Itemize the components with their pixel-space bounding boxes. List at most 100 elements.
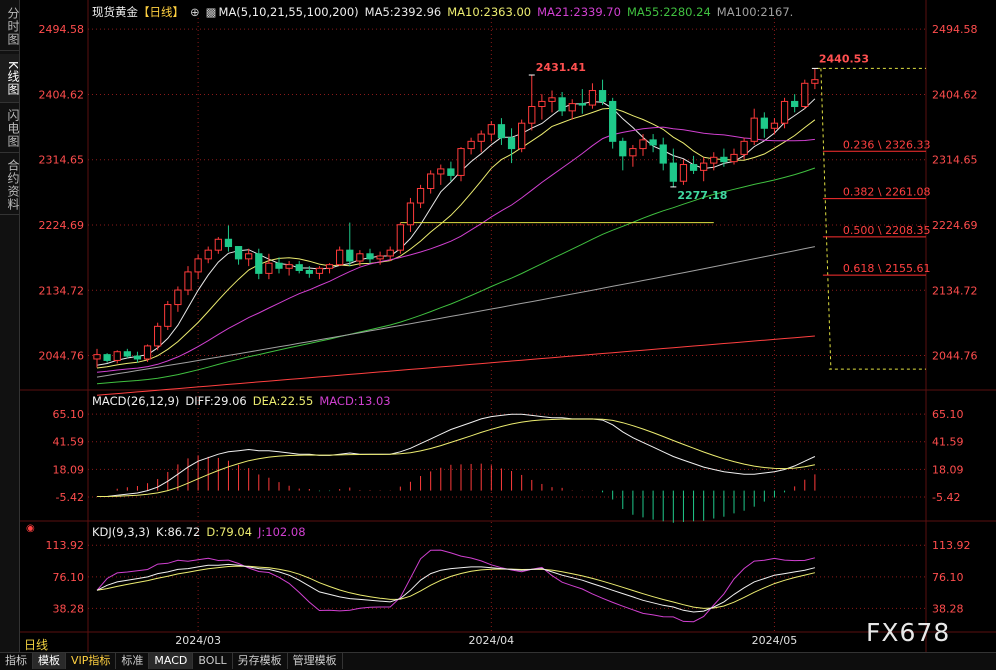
chart-canvas[interactable]: 0.236 \ 2326.33 0.382 \ 2261.08 0.500 \ 22… xyxy=(0,0,996,652)
candle-body xyxy=(578,103,586,106)
period-label[interactable]: 日线 xyxy=(24,638,49,652)
candle-body xyxy=(113,351,121,361)
tab-standard[interactable]: 标准 xyxy=(116,653,150,669)
price-tick-label-right: 2044.76 xyxy=(932,350,978,363)
candle-body xyxy=(143,345,152,360)
kdj-tick-label-left: 76.10 xyxy=(53,571,85,584)
tab-save-template[interactable]: 另存模板 xyxy=(233,653,288,669)
price-tick-label-left: 2314.65 xyxy=(39,154,85,167)
ma-spec: MA(5,10,21,55,100,200) xyxy=(218,5,359,19)
candle-body xyxy=(133,355,142,360)
price-legend: 现货黄金【日线】 ⊕ ▩ MA(5,10,21,55,100,200) MA5:2392… xyxy=(92,4,799,20)
tab-macd[interactable]: MACD xyxy=(149,653,194,669)
tab-contract-info[interactable]: 合约资料 xyxy=(0,156,20,215)
sidebar: 分时图 K线图 闪电图 合约资料 xyxy=(0,0,20,652)
price-tick-label-right: 2314.65 xyxy=(932,154,978,167)
macd-value: MACD:13.03 xyxy=(319,394,391,408)
fib-trend-line xyxy=(820,68,832,370)
candle-body xyxy=(376,255,384,260)
candle-body xyxy=(214,238,222,251)
candle-body xyxy=(457,148,465,176)
candle-body xyxy=(406,202,415,226)
candle-body xyxy=(386,249,394,257)
price-tick-label-left: 2134.72 xyxy=(39,284,85,297)
candle-body xyxy=(518,122,526,150)
candle-body xyxy=(224,238,233,248)
candle-body xyxy=(305,269,313,274)
tab-templates[interactable]: 模板 xyxy=(33,653,66,669)
candle-body xyxy=(760,117,768,129)
settings-dot-icon: ◉ xyxy=(26,523,35,534)
candle-body xyxy=(750,117,758,142)
candle-body xyxy=(659,144,667,164)
candle-body xyxy=(93,354,101,360)
settings-icon[interactable]: ▩ xyxy=(205,5,217,19)
candle-body xyxy=(315,267,324,274)
macd-diff-line xyxy=(97,413,816,497)
candle-body xyxy=(558,97,566,112)
ma10-value: MA10:2363.00 xyxy=(447,5,532,19)
candle-body xyxy=(720,156,728,163)
ma21-line xyxy=(96,126,815,373)
ma5-line xyxy=(96,98,816,366)
price-tick-label-left: 2224.69 xyxy=(39,219,85,232)
kdj-tick-label-right: 113.92 xyxy=(932,539,971,552)
candle-body xyxy=(507,137,516,150)
lock-icon[interactable]: ⊕ xyxy=(190,5,200,19)
price-tick-label-left: 2494.58 xyxy=(39,23,85,36)
tab-intraday[interactable]: 分时图 xyxy=(0,2,20,51)
candle-body xyxy=(234,246,243,260)
candle-body xyxy=(356,253,364,262)
extreme-price-label: 2277.18 xyxy=(677,189,727,202)
fib-level-label: 0.382 \ 2261.08 xyxy=(843,186,931,199)
price-tick-label-right: 2134.72 xyxy=(932,284,978,297)
ma21-value: MA21:2339.70 xyxy=(537,5,621,19)
kdj-d: D:79.04 xyxy=(206,525,253,539)
instrument-title: 现货黄金 xyxy=(92,5,138,19)
macd-tick-label-left: 41.59 xyxy=(53,436,85,449)
candle-body xyxy=(275,262,283,269)
candle-body xyxy=(447,168,455,176)
macd-tick-label-left: 18.09 xyxy=(53,463,85,476)
candle-body xyxy=(548,97,556,102)
candle-body xyxy=(346,249,354,262)
kdj-d-line xyxy=(96,565,816,609)
candle-body xyxy=(679,164,688,182)
candle-body xyxy=(497,124,506,139)
candle-body xyxy=(285,264,293,269)
candle-body xyxy=(629,148,637,157)
kdj-legend: KDJ(9,3,3) K:86.72 D:79.04 J:102.08 xyxy=(92,525,312,539)
candle-body xyxy=(730,153,738,163)
tab-vip-indicators[interactable]: VIP指标 xyxy=(66,653,117,669)
candle-body xyxy=(538,100,546,108)
tab-kline[interactable]: K线图 xyxy=(0,54,20,103)
candle-body xyxy=(366,253,374,260)
candle-body xyxy=(740,140,748,155)
macd-diff: DIFF:29.06 xyxy=(185,394,247,408)
tab-manage-templates[interactable]: 管理模板 xyxy=(288,653,343,669)
candle-body xyxy=(437,168,445,175)
macd-dea-line xyxy=(97,418,815,497)
price-tick-label-left: 2404.62 xyxy=(39,88,85,101)
tab-lightning[interactable]: 闪电图 xyxy=(0,104,20,153)
tab-indicators[interactable]: 指标 xyxy=(0,653,33,669)
candle-body xyxy=(265,262,273,274)
candle-body xyxy=(295,264,303,271)
price-tick-label-right: 2224.69 xyxy=(932,219,978,232)
kdj-j: J:102.08 xyxy=(258,525,306,539)
price-tick-label-right: 2494.58 xyxy=(932,23,978,36)
candle-body xyxy=(477,133,485,142)
ma55-value: MA55:2280.24 xyxy=(626,5,711,19)
candle-body xyxy=(255,253,263,274)
candle-body xyxy=(164,304,172,327)
macd-tick-label-right: 41.59 xyxy=(932,436,964,449)
macd-tick-label-right: 65.10 xyxy=(932,408,964,421)
candle-body xyxy=(154,325,162,347)
tab-boll[interactable]: BOLL xyxy=(193,653,233,669)
ma100-line xyxy=(96,246,815,378)
fib-level-label: 0.236 \ 2326.33 xyxy=(843,138,931,151)
kdj-tick-label-left: 38.28 xyxy=(53,602,85,615)
candle-body xyxy=(791,100,799,108)
macd-tick-label-left: -5.42 xyxy=(56,491,84,504)
x-tick-label: 2024/05 xyxy=(752,634,798,647)
